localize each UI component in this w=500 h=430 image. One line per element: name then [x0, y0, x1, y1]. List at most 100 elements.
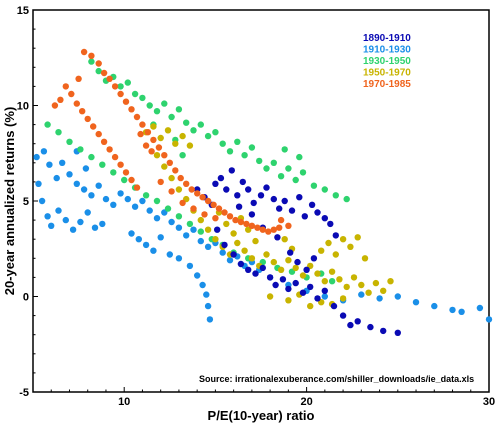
data-point — [164, 127, 172, 134]
data-point — [321, 186, 328, 193]
data-point — [203, 291, 210, 298]
data-point — [66, 171, 73, 178]
data-point — [412, 299, 420, 306]
data-point — [314, 270, 321, 277]
data-point — [204, 302, 212, 310]
data-point — [157, 134, 164, 142]
data-point — [241, 247, 248, 254]
data-point — [144, 129, 152, 136]
data-point — [223, 220, 230, 228]
data-point — [270, 258, 277, 266]
data-point — [221, 209, 228, 216]
data-point — [153, 108, 161, 115]
data-point — [75, 75, 82, 83]
data-point — [358, 291, 365, 298]
data-point — [234, 239, 241, 247]
data-point — [88, 153, 95, 161]
data-point — [100, 138, 108, 145]
data-point — [80, 48, 88, 56]
y-tick-label: -5 — [19, 387, 29, 399]
data-point — [88, 192, 95, 199]
data-point — [111, 153, 119, 161]
data-point — [248, 222, 256, 229]
data-point — [266, 274, 274, 281]
data-point — [51, 102, 59, 109]
data-point — [347, 243, 354, 250]
data-point — [80, 186, 88, 193]
data-point — [245, 266, 252, 273]
data-point — [175, 186, 183, 193]
data-point — [277, 266, 285, 273]
data-point — [256, 157, 263, 165]
data-point — [55, 129, 62, 136]
data-point — [95, 182, 102, 189]
data-point — [310, 182, 318, 189]
data-point — [153, 152, 161, 159]
data-point — [99, 161, 106, 168]
data-point — [217, 174, 225, 182]
data-point — [285, 297, 292, 304]
data-point — [82, 165, 90, 172]
data-point — [84, 209, 91, 216]
data-point — [292, 279, 299, 287]
data-point — [106, 146, 113, 153]
data-point — [197, 228, 204, 235]
data-point — [62, 216, 69, 224]
legend-entry: 1970-1985 — [363, 79, 411, 90]
data-point — [310, 255, 318, 262]
data-point — [79, 108, 86, 115]
data-point — [139, 94, 146, 102]
data-point — [177, 174, 184, 182]
data-point — [235, 203, 243, 210]
data-point — [150, 136, 157, 144]
data-point — [281, 236, 288, 243]
data-point — [206, 316, 214, 323]
data-point — [303, 266, 310, 273]
data-points — [33, 48, 493, 336]
data-point — [66, 138, 73, 145]
data-point — [95, 67, 102, 75]
plot-frame — [32, 9, 490, 393]
data-point — [117, 190, 124, 197]
data-point — [88, 52, 95, 59]
data-point — [95, 60, 102, 67]
data-point — [285, 165, 292, 172]
data-point — [194, 190, 201, 197]
data-point — [365, 289, 372, 296]
data-point — [226, 257, 234, 264]
data-point — [139, 121, 146, 128]
data-point — [277, 173, 285, 180]
x-axis-label: P/E(10-year) ratio — [208, 408, 315, 423]
data-point — [212, 215, 219, 222]
data-point — [199, 194, 206, 201]
data-point — [204, 226, 212, 233]
data-point — [48, 222, 55, 229]
data-point — [277, 216, 285, 224]
y-tick-label: 15 — [17, 5, 29, 17]
data-point — [188, 186, 195, 193]
data-point — [237, 218, 245, 226]
data-point — [294, 258, 301, 266]
series-1910-1930 — [33, 148, 493, 323]
data-point — [157, 234, 164, 241]
axis-ticks — [32, 9, 490, 393]
data-point — [281, 146, 288, 153]
data-point — [387, 278, 394, 285]
data-point — [183, 232, 190, 239]
data-point — [137, 130, 144, 138]
data-point — [259, 264, 266, 272]
data-point — [179, 132, 186, 140]
data-point — [73, 180, 81, 187]
data-point — [190, 226, 197, 233]
data-point — [124, 79, 131, 86]
data-point — [336, 276, 343, 283]
data-point — [33, 153, 40, 161]
data-point — [69, 226, 77, 233]
data-point — [372, 279, 380, 287]
data-point — [110, 201, 117, 208]
data-point — [44, 213, 51, 220]
data-point — [257, 192, 265, 199]
data-point — [226, 213, 234, 220]
y-tick-label: 0 — [23, 292, 29, 304]
